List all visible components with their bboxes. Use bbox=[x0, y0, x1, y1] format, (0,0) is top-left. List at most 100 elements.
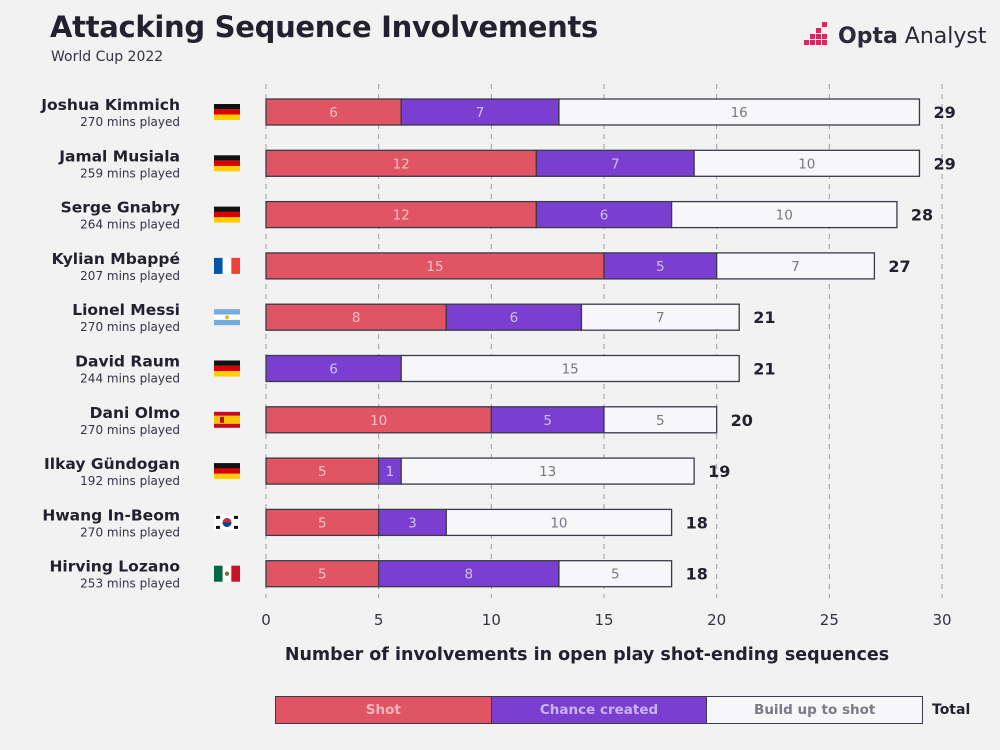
legend-total: Total bbox=[932, 702, 971, 718]
germany-flag bbox=[214, 463, 240, 480]
minutes-played: 270 mins played bbox=[80, 525, 180, 539]
label-shot: 8 bbox=[352, 310, 361, 326]
germany-flag bbox=[214, 360, 240, 377]
brand-name: Opta Analyst bbox=[838, 23, 987, 49]
label-shot: 10 bbox=[370, 413, 387, 429]
player-name: Joshua Kimmich bbox=[40, 96, 180, 114]
bar-chance-created bbox=[445, 303, 583, 331]
france-flag bbox=[214, 257, 240, 274]
chart-subtitle: World Cup 2022 bbox=[51, 49, 164, 65]
label-build-up: 5 bbox=[656, 413, 665, 429]
label-shot: 15 bbox=[426, 259, 443, 275]
label-chance-created: 7 bbox=[611, 156, 620, 172]
bar-build-up bbox=[558, 98, 921, 126]
player-name: Serge Gnabry bbox=[61, 199, 180, 217]
label-build-up: 16 bbox=[731, 105, 748, 121]
argentina-flag bbox=[214, 309, 240, 326]
player-name: Jamal Musiala bbox=[58, 147, 180, 165]
total-label: 18 bbox=[686, 513, 708, 532]
label-build-up: 15 bbox=[562, 362, 579, 378]
bar-build-up bbox=[558, 560, 673, 588]
label-chance-created: 8 bbox=[465, 567, 474, 583]
chart-title: Attacking Sequence Involvements bbox=[50, 10, 599, 44]
mexico-flag bbox=[214, 565, 240, 582]
player-name: Hwang In-Beom bbox=[42, 506, 180, 524]
x-tick-label: 25 bbox=[820, 611, 839, 629]
label-chance-created: 6 bbox=[510, 310, 519, 326]
minutes-played: 207 mins played bbox=[80, 269, 180, 283]
total-label: 21 bbox=[753, 360, 775, 379]
total-label: 29 bbox=[933, 154, 955, 173]
x-tick-label: 30 bbox=[932, 611, 951, 629]
label-chance-created: 5 bbox=[656, 259, 665, 275]
label-build-up: 7 bbox=[656, 310, 665, 326]
player-name: Lionel Messi bbox=[72, 301, 180, 319]
player-name: Dani Olmo bbox=[90, 404, 180, 422]
germany-flag bbox=[214, 104, 240, 120]
bar-chance-created bbox=[603, 252, 718, 280]
minutes-played: 253 mins played bbox=[80, 577, 180, 591]
label-build-up: 10 bbox=[776, 208, 793, 224]
label-build-up: 7 bbox=[791, 259, 800, 275]
bar-shot bbox=[265, 98, 402, 126]
total-label: 20 bbox=[731, 411, 753, 430]
legend-shot: Shot bbox=[276, 697, 492, 723]
minutes-played: 270 mins played bbox=[80, 320, 180, 334]
x-axis-label: Number of involvements in open play shot… bbox=[285, 645, 889, 665]
opta-logo-icon bbox=[804, 22, 827, 45]
bar-chance-created bbox=[265, 354, 402, 383]
bar-build-up bbox=[670, 200, 898, 229]
minutes-played: 259 mins played bbox=[80, 166, 180, 180]
bar-shot bbox=[265, 457, 380, 485]
bar-build-up bbox=[580, 303, 740, 331]
legend: Shot Chance created Build up to shot bbox=[275, 696, 923, 724]
minutes-played: 244 mins played bbox=[80, 372, 180, 386]
player-name: Hirving Lozano bbox=[49, 558, 180, 576]
label-build-up: 10 bbox=[798, 156, 815, 172]
bar-build-up bbox=[693, 149, 921, 177]
bar-build-up bbox=[716, 252, 876, 280]
label-shot: 6 bbox=[329, 105, 338, 121]
bar-chance-created bbox=[378, 560, 560, 588]
south-korea-flag bbox=[214, 514, 240, 531]
label-shot: 12 bbox=[393, 156, 410, 172]
label-shot: 5 bbox=[318, 567, 327, 583]
label-shot: 12 bbox=[393, 208, 410, 224]
bar-build-up bbox=[445, 508, 673, 537]
player-name: Kylian Mbappé bbox=[52, 250, 180, 268]
label-shot: 5 bbox=[318, 515, 327, 531]
legend-chance-created: Chance created bbox=[491, 697, 708, 723]
total-label: 27 bbox=[888, 257, 910, 276]
label-build-up: 5 bbox=[611, 567, 620, 583]
germany-flag bbox=[214, 155, 240, 172]
x-tick-label: 5 bbox=[374, 611, 384, 629]
label-chance-created: 3 bbox=[408, 515, 417, 531]
x-tick-label: 20 bbox=[707, 611, 726, 629]
bar-build-up bbox=[400, 457, 695, 485]
bar-shot bbox=[265, 303, 447, 331]
x-tick-label: 10 bbox=[482, 611, 501, 629]
bar-build-up bbox=[603, 406, 718, 434]
player-name: David Raum bbox=[75, 353, 180, 371]
germany-flag bbox=[214, 206, 240, 223]
label-chance-created: 7 bbox=[476, 105, 485, 121]
minutes-played: 264 mins played bbox=[80, 218, 180, 232]
label-shot: 5 bbox=[318, 464, 327, 480]
total-label: 19 bbox=[708, 462, 730, 481]
player-name: Ilkay Gündogan bbox=[44, 455, 180, 473]
minutes-played: 192 mins played bbox=[80, 474, 180, 488]
bar-shot bbox=[265, 200, 538, 229]
total-label: 29 bbox=[933, 103, 955, 122]
label-chance-created: 6 bbox=[329, 362, 338, 378]
spain-flag bbox=[214, 411, 240, 428]
x-tick-label: 0 bbox=[261, 611, 271, 629]
total-label: 18 bbox=[686, 565, 708, 584]
minutes-played: 270 mins played bbox=[80, 115, 180, 129]
label-build-up: 13 bbox=[539, 464, 556, 480]
label-chance-created: 1 bbox=[386, 464, 395, 480]
bar-build-up bbox=[400, 354, 740, 383]
total-label: 28 bbox=[911, 206, 933, 225]
total-label: 21 bbox=[753, 308, 775, 327]
label-chance-created: 5 bbox=[543, 413, 552, 429]
